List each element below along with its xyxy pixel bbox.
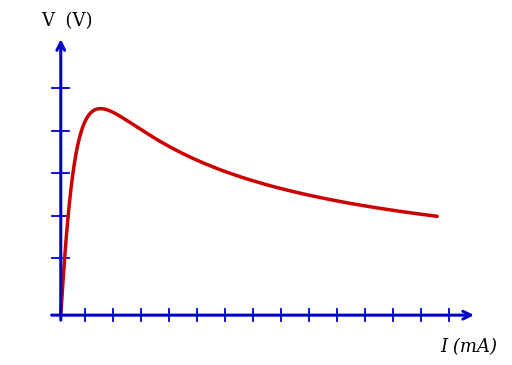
Text: V  (V): V (V) — [41, 12, 93, 30]
Text: I (mA): I (mA) — [440, 338, 497, 356]
